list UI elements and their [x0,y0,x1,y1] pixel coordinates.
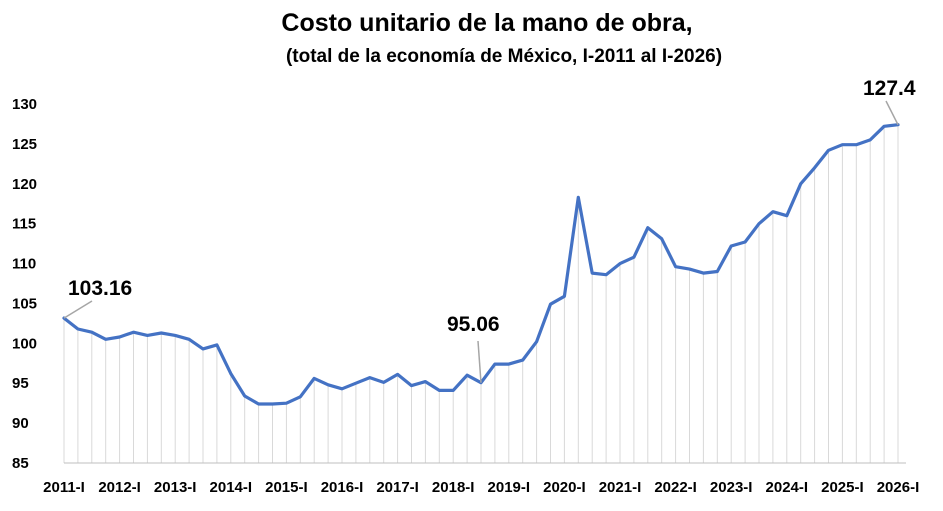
x-tick-label: 2016-I [321,479,364,496]
annotation-label: 95.06 [447,313,500,336]
annotation-leader [63,300,93,319]
x-tick-label: 2025-I [821,479,864,496]
annotation-leader [477,340,482,383]
y-tick-label: 90 [12,415,29,432]
y-tick-label: 120 [12,176,37,193]
grid-layer [63,124,899,463]
y-tick-label: 105 [12,295,37,312]
x-tick-label: 2014-I [210,479,253,496]
annotation-leader [885,100,899,126]
y-tick-label: 115 [12,216,36,233]
y-axis-ticks: 85 90 95 100 105 110 115 120 125 130 [12,96,37,472]
annotation-label: 103.16 [68,277,132,300]
x-tick-label: 2011-I [43,479,85,496]
x-tick-label: 2026-I [877,479,920,496]
x-tick-label: 2023-I [710,479,753,496]
annotation-layer: 103.16 95.06 127.4 [63,77,916,383]
y-tick-label: 130 [12,96,37,113]
x-tick-label: 2017-I [376,479,419,496]
y-tick-label: 85 [12,455,29,472]
x-tick-label: 2022-I [654,479,697,496]
x-tick-label: 2015-I [265,479,308,496]
x-tick-label: 2020-I [543,479,586,496]
chart-subtitle: (total de la economía de México, I-2011 … [286,46,722,67]
x-tick-label: 2013-I [154,479,197,496]
x-tick-label: 2018-I [432,479,475,496]
y-tick-label: 110 [12,256,36,273]
annotation-label: 127.4 [863,77,916,100]
x-tick-label: 2021-I [599,479,642,496]
x-tick-label: 2024-I [766,479,809,496]
y-tick-label: 125 [12,136,37,153]
y-tick-label: 95 [12,375,29,392]
x-tick-label: 2012-I [98,479,141,496]
x-axis-ticks: 2011-I 2012-I 2013-I 2014-I 2015-I 2016-I 2017… [43,479,919,496]
x-tick-label: 2019-I [488,479,531,496]
chart-title: Costo unitario de la mano de obra, [281,9,692,37]
y-tick-label: 100 [12,335,37,352]
